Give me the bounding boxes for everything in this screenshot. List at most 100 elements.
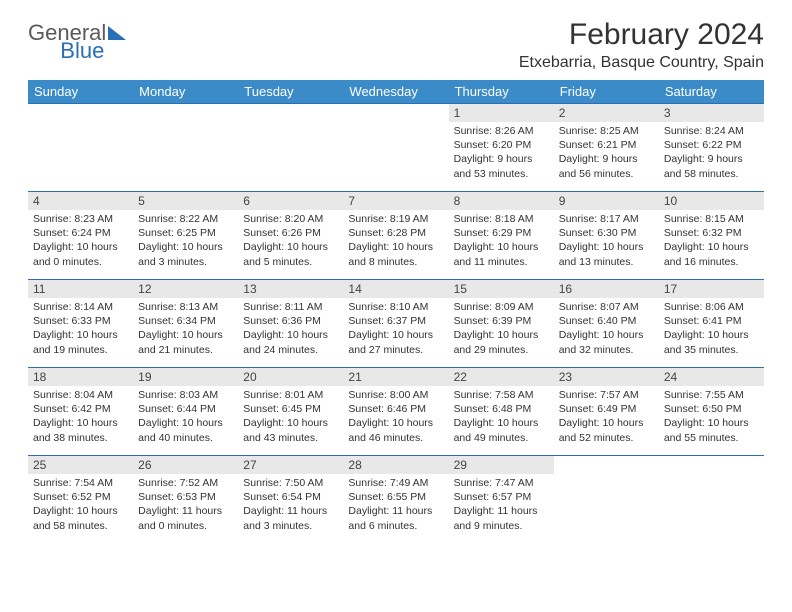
calendar-day-cell: 26Sunrise: 7:52 AMSunset: 6:53 PMDayligh… (133, 456, 238, 544)
header: General Blue February 2024 Etxebarria, B… (28, 18, 764, 72)
calendar-day-cell: 1Sunrise: 8:26 AMSunset: 6:20 PMDaylight… (449, 104, 554, 192)
day-number: 17 (659, 280, 764, 298)
day-details: Sunrise: 7:55 AMSunset: 6:50 PMDaylight:… (659, 386, 764, 449)
day-details: Sunrise: 8:25 AMSunset: 6:21 PMDaylight:… (554, 122, 659, 185)
day-number: 23 (554, 368, 659, 386)
calendar-empty-cell (659, 456, 764, 544)
calendar-day-cell: 13Sunrise: 8:11 AMSunset: 6:36 PMDayligh… (238, 280, 343, 368)
day-number: 13 (238, 280, 343, 298)
weekday-header: Thursday (449, 80, 554, 104)
calendar-day-cell: 29Sunrise: 7:47 AMSunset: 6:57 PMDayligh… (449, 456, 554, 544)
day-number: 29 (449, 456, 554, 474)
day-number: 2 (554, 104, 659, 122)
day-details: Sunrise: 8:01 AMSunset: 6:45 PMDaylight:… (238, 386, 343, 449)
day-number: 18 (28, 368, 133, 386)
day-details: Sunrise: 7:49 AMSunset: 6:55 PMDaylight:… (343, 474, 448, 537)
weekday-header: Saturday (659, 80, 764, 104)
calendar-day-cell: 5Sunrise: 8:22 AMSunset: 6:25 PMDaylight… (133, 192, 238, 280)
page-title: February 2024 (519, 18, 764, 52)
day-number: 19 (133, 368, 238, 386)
day-number: 4 (28, 192, 133, 210)
day-number: 1 (449, 104, 554, 122)
day-details: Sunrise: 8:15 AMSunset: 6:32 PMDaylight:… (659, 210, 764, 273)
day-details: Sunrise: 7:52 AMSunset: 6:53 PMDaylight:… (133, 474, 238, 537)
day-number: 14 (343, 280, 448, 298)
day-details: Sunrise: 8:23 AMSunset: 6:24 PMDaylight:… (28, 210, 133, 273)
day-details: Sunrise: 8:18 AMSunset: 6:29 PMDaylight:… (449, 210, 554, 273)
day-details: Sunrise: 8:00 AMSunset: 6:46 PMDaylight:… (343, 386, 448, 449)
day-details: Sunrise: 7:54 AMSunset: 6:52 PMDaylight:… (28, 474, 133, 537)
calendar-day-cell: 7Sunrise: 8:19 AMSunset: 6:28 PMDaylight… (343, 192, 448, 280)
weekday-header: Friday (554, 80, 659, 104)
day-details: Sunrise: 7:50 AMSunset: 6:54 PMDaylight:… (238, 474, 343, 537)
calendar-day-cell: 28Sunrise: 7:49 AMSunset: 6:55 PMDayligh… (343, 456, 448, 544)
day-details: Sunrise: 7:57 AMSunset: 6:49 PMDaylight:… (554, 386, 659, 449)
calendar-body: 1Sunrise: 8:26 AMSunset: 6:20 PMDaylight… (28, 104, 764, 544)
day-details: Sunrise: 8:11 AMSunset: 6:36 PMDaylight:… (238, 298, 343, 361)
day-details: Sunrise: 8:09 AMSunset: 6:39 PMDaylight:… (449, 298, 554, 361)
brand-part2: Blue (60, 38, 104, 63)
day-number: 3 (659, 104, 764, 122)
calendar-day-cell: 21Sunrise: 8:00 AMSunset: 6:46 PMDayligh… (343, 368, 448, 456)
day-number: 25 (28, 456, 133, 474)
calendar-day-cell: 14Sunrise: 8:10 AMSunset: 6:37 PMDayligh… (343, 280, 448, 368)
calendar-day-cell: 15Sunrise: 8:09 AMSunset: 6:39 PMDayligh… (449, 280, 554, 368)
calendar-day-cell: 6Sunrise: 8:20 AMSunset: 6:26 PMDaylight… (238, 192, 343, 280)
day-number: 21 (343, 368, 448, 386)
day-details: Sunrise: 8:19 AMSunset: 6:28 PMDaylight:… (343, 210, 448, 273)
calendar-day-cell: 20Sunrise: 8:01 AMSunset: 6:45 PMDayligh… (238, 368, 343, 456)
calendar-day-cell: 12Sunrise: 8:13 AMSunset: 6:34 PMDayligh… (133, 280, 238, 368)
location-label: Etxebarria, Basque Country, Spain (519, 54, 764, 72)
calendar-day-cell: 18Sunrise: 8:04 AMSunset: 6:42 PMDayligh… (28, 368, 133, 456)
day-number: 11 (28, 280, 133, 298)
calendar-empty-cell (343, 104, 448, 192)
calendar-row: 25Sunrise: 7:54 AMSunset: 6:52 PMDayligh… (28, 456, 764, 544)
day-details: Sunrise: 7:47 AMSunset: 6:57 PMDaylight:… (449, 474, 554, 537)
day-number: 26 (133, 456, 238, 474)
day-number: 22 (449, 368, 554, 386)
day-number: 8 (449, 192, 554, 210)
calendar-row: 18Sunrise: 8:04 AMSunset: 6:42 PMDayligh… (28, 368, 764, 456)
calendar-day-cell: 16Sunrise: 8:07 AMSunset: 6:40 PMDayligh… (554, 280, 659, 368)
day-details: Sunrise: 8:20 AMSunset: 6:26 PMDaylight:… (238, 210, 343, 273)
weekday-header: Wednesday (343, 80, 448, 104)
calendar-empty-cell (238, 104, 343, 192)
day-number: 5 (133, 192, 238, 210)
calendar-table: SundayMondayTuesdayWednesdayThursdayFrid… (28, 80, 764, 544)
day-details: Sunrise: 8:17 AMSunset: 6:30 PMDaylight:… (554, 210, 659, 273)
calendar-day-cell: 23Sunrise: 7:57 AMSunset: 6:49 PMDayligh… (554, 368, 659, 456)
day-number: 15 (449, 280, 554, 298)
calendar-day-cell: 4Sunrise: 8:23 AMSunset: 6:24 PMDaylight… (28, 192, 133, 280)
calendar-empty-cell (28, 104, 133, 192)
day-number: 16 (554, 280, 659, 298)
calendar-day-cell: 17Sunrise: 8:06 AMSunset: 6:41 PMDayligh… (659, 280, 764, 368)
day-number: 12 (133, 280, 238, 298)
day-details: Sunrise: 8:04 AMSunset: 6:42 PMDaylight:… (28, 386, 133, 449)
day-details: Sunrise: 8:22 AMSunset: 6:25 PMDaylight:… (133, 210, 238, 273)
calendar-day-cell: 27Sunrise: 7:50 AMSunset: 6:54 PMDayligh… (238, 456, 343, 544)
calendar-row: 1Sunrise: 8:26 AMSunset: 6:20 PMDaylight… (28, 104, 764, 192)
brand-logo: General Blue (28, 20, 170, 46)
day-number: 24 (659, 368, 764, 386)
day-number: 6 (238, 192, 343, 210)
calendar-row: 4Sunrise: 8:23 AMSunset: 6:24 PMDaylight… (28, 192, 764, 280)
day-number: 10 (659, 192, 764, 210)
day-details: Sunrise: 7:58 AMSunset: 6:48 PMDaylight:… (449, 386, 554, 449)
day-details: Sunrise: 8:13 AMSunset: 6:34 PMDaylight:… (133, 298, 238, 361)
calendar-day-cell: 8Sunrise: 8:18 AMSunset: 6:29 PMDaylight… (449, 192, 554, 280)
calendar-empty-cell (554, 456, 659, 544)
calendar-day-cell: 24Sunrise: 7:55 AMSunset: 6:50 PMDayligh… (659, 368, 764, 456)
calendar-day-cell: 9Sunrise: 8:17 AMSunset: 6:30 PMDaylight… (554, 192, 659, 280)
calendar-day-cell: 2Sunrise: 8:25 AMSunset: 6:21 PMDaylight… (554, 104, 659, 192)
day-number: 7 (343, 192, 448, 210)
title-block: February 2024 Etxebarria, Basque Country… (519, 18, 764, 72)
calendar-day-cell: 22Sunrise: 7:58 AMSunset: 6:48 PMDayligh… (449, 368, 554, 456)
calendar-empty-cell (133, 104, 238, 192)
calendar-day-cell: 11Sunrise: 8:14 AMSunset: 6:33 PMDayligh… (28, 280, 133, 368)
weekday-header-row: SundayMondayTuesdayWednesdayThursdayFrid… (28, 80, 764, 104)
day-number: 28 (343, 456, 448, 474)
calendar-row: 11Sunrise: 8:14 AMSunset: 6:33 PMDayligh… (28, 280, 764, 368)
brand-triangle-icon (108, 26, 126, 40)
day-details: Sunrise: 8:10 AMSunset: 6:37 PMDaylight:… (343, 298, 448, 361)
weekday-header: Monday (133, 80, 238, 104)
